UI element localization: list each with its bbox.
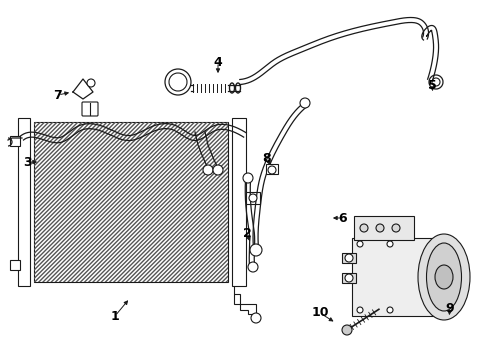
Circle shape <box>356 241 362 247</box>
Circle shape <box>359 224 367 232</box>
Circle shape <box>386 307 392 313</box>
Text: 1: 1 <box>110 310 119 323</box>
Circle shape <box>375 224 383 232</box>
Circle shape <box>250 313 261 323</box>
Circle shape <box>213 165 223 175</box>
Ellipse shape <box>434 265 452 289</box>
Bar <box>351 238 433 316</box>
Circle shape <box>345 274 352 282</box>
Bar <box>353 216 413 240</box>
Bar <box>341 273 355 283</box>
Text: 7: 7 <box>54 89 62 102</box>
Bar <box>245 192 260 204</box>
Text: 10: 10 <box>311 306 328 320</box>
Ellipse shape <box>426 243 461 311</box>
Bar <box>10 260 20 270</box>
Bar <box>34 122 227 282</box>
Ellipse shape <box>417 234 469 320</box>
Text: 4: 4 <box>213 55 222 68</box>
Text: 8: 8 <box>262 152 271 165</box>
Bar <box>10 136 20 146</box>
Bar <box>341 253 355 263</box>
Circle shape <box>249 244 262 256</box>
Circle shape <box>247 262 258 272</box>
Text: 9: 9 <box>445 302 453 315</box>
Circle shape <box>203 165 213 175</box>
Text: 3: 3 <box>23 156 32 168</box>
Circle shape <box>248 194 257 202</box>
Circle shape <box>356 307 362 313</box>
Text: 2: 2 <box>242 226 251 239</box>
Circle shape <box>341 325 351 335</box>
Circle shape <box>299 98 309 108</box>
Text: 6: 6 <box>338 212 346 225</box>
Circle shape <box>267 166 275 174</box>
Bar <box>18 118 30 286</box>
Circle shape <box>87 79 95 87</box>
Circle shape <box>345 254 352 262</box>
Bar <box>34 122 227 282</box>
Circle shape <box>386 241 392 247</box>
Text: 5: 5 <box>427 78 435 91</box>
Bar <box>231 118 245 286</box>
Circle shape <box>243 173 252 183</box>
Circle shape <box>391 224 399 232</box>
Bar <box>265 164 278 174</box>
FancyBboxPatch shape <box>82 102 98 116</box>
